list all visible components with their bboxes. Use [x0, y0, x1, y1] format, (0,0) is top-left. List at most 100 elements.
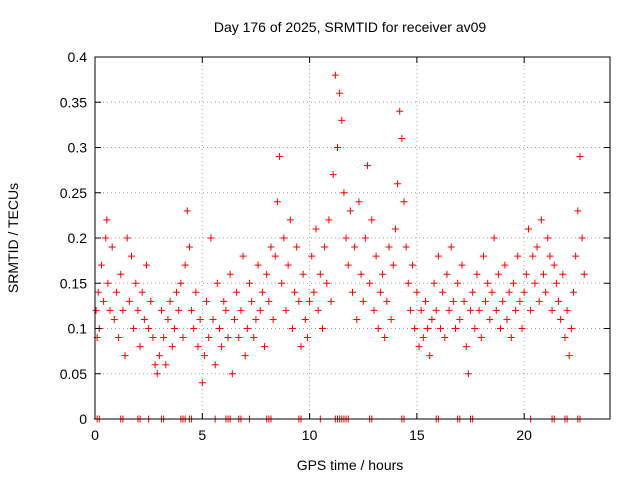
data-point	[464, 370, 472, 378]
data-point	[409, 261, 417, 269]
data-point	[104, 279, 112, 287]
data-point	[555, 297, 562, 305]
data-point	[559, 270, 567, 278]
data-point	[357, 270, 365, 278]
data-point	[278, 279, 286, 287]
data-point	[389, 261, 397, 269]
data-point	[391, 225, 399, 233]
data-point	[158, 306, 166, 314]
data-point	[303, 334, 311, 342]
data-point	[323, 279, 331, 287]
data-point	[220, 297, 228, 305]
data-point	[136, 343, 144, 351]
data-point	[445, 306, 453, 314]
y-tick-label: 0.05	[60, 366, 87, 382]
data-point	[192, 288, 200, 296]
data-point	[145, 325, 153, 332]
data-point	[452, 325, 459, 332]
data-point	[331, 71, 339, 79]
data-point	[173, 288, 181, 296]
data-point	[132, 279, 140, 287]
data-point	[346, 207, 354, 215]
data-point	[179, 334, 187, 342]
data-point	[306, 297, 314, 305]
data-point	[256, 306, 264, 314]
data-point	[297, 343, 305, 351]
data-point	[106, 306, 114, 314]
data-point	[542, 288, 550, 296]
data-point	[237, 306, 245, 314]
data-point	[460, 297, 468, 305]
data-point	[467, 306, 475, 314]
data-point	[353, 315, 361, 323]
data-point	[140, 315, 148, 323]
data-point	[361, 234, 369, 242]
axis-ticks: 0 0.05 0.1 0.15 0.2 0.25 0.3 0.35 0.4 0 5 10 15 20	[60, 49, 610, 443]
data-point	[546, 252, 554, 260]
data-point	[572, 252, 580, 260]
data-point	[458, 261, 466, 269]
data-point	[149, 334, 157, 342]
data-point	[520, 288, 528, 296]
y-axis-label: SRMTID / TECUs	[5, 183, 21, 293]
data-point	[316, 270, 324, 278]
data-point	[529, 252, 537, 260]
data-point	[336, 89, 344, 97]
data-point	[226, 270, 234, 278]
data-point	[428, 315, 436, 323]
data-point	[413, 288, 421, 296]
data-point	[490, 234, 498, 242]
data-point	[383, 297, 391, 305]
data-point	[447, 243, 455, 251]
data-point	[168, 343, 176, 351]
data-point	[329, 171, 337, 179]
data-point	[282, 306, 290, 314]
data-point	[576, 153, 584, 161]
data-point	[273, 198, 281, 206]
data-point	[580, 270, 588, 278]
data-point	[432, 306, 440, 314]
data-point	[471, 325, 479, 332]
data-point	[552, 279, 560, 287]
data-point	[127, 252, 135, 260]
data-point	[166, 297, 174, 305]
data-point	[454, 279, 462, 287]
data-point	[147, 297, 155, 305]
data-point	[368, 216, 376, 224]
data-point	[207, 234, 215, 242]
data-point	[164, 315, 172, 323]
data-point	[507, 334, 515, 342]
data-points	[92, 71, 588, 423]
data-point	[92, 306, 100, 314]
data-point	[254, 261, 262, 269]
data-point	[185, 243, 193, 251]
data-point	[160, 334, 168, 342]
data-point	[299, 270, 307, 278]
data-point	[213, 279, 221, 287]
data-point	[376, 288, 384, 296]
data-point	[181, 261, 189, 269]
data-point	[196, 315, 204, 323]
data-point	[344, 261, 352, 269]
data-point	[462, 343, 470, 351]
x-tick-label: 20	[516, 427, 532, 443]
data-point	[250, 334, 258, 342]
data-point	[170, 325, 178, 332]
data-point	[153, 370, 161, 378]
data-point	[94, 288, 102, 296]
data-point	[518, 325, 526, 332]
data-point	[544, 234, 552, 242]
data-point	[402, 243, 410, 251]
data-point	[475, 306, 483, 314]
data-point	[215, 325, 223, 332]
x-tick-label: 15	[409, 427, 425, 443]
data-point	[102, 234, 110, 242]
data-point	[222, 306, 230, 314]
data-point	[449, 297, 457, 305]
data-point	[288, 325, 296, 332]
data-point	[286, 216, 294, 224]
data-point	[190, 325, 198, 332]
data-point	[108, 243, 116, 251]
data-point	[512, 306, 520, 314]
